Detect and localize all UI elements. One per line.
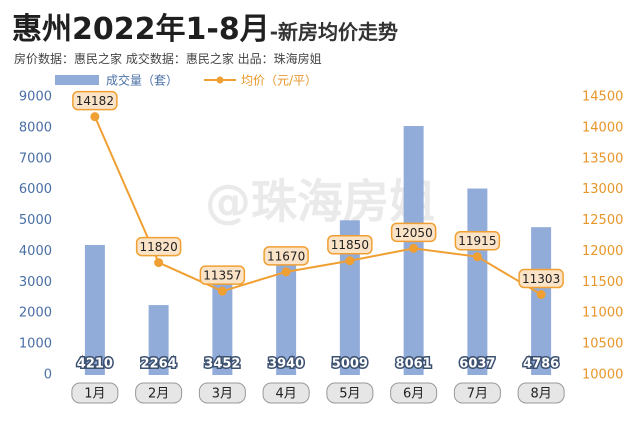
- line-value-label: 11357: [203, 269, 241, 283]
- category-box: [390, 382, 438, 404]
- line-value-box: [263, 246, 309, 266]
- chart-subtitle: -新房均价走势: [269, 20, 399, 44]
- line-value-box: [72, 90, 118, 111]
- bar: [212, 268, 233, 375]
- y2-tick-label: 13500: [582, 151, 623, 166]
- bar-value-label: 8061: [396, 357, 432, 372]
- line-value-label: 11303: [522, 272, 560, 286]
- bar-value-label: 4210: [77, 357, 113, 372]
- chart-title: 惠州2022年1-8月: [12, 12, 270, 47]
- line-point: [345, 256, 355, 266]
- y2-tick-label: 14500: [582, 90, 623, 105]
- category-box: [135, 382, 183, 404]
- line-point: [281, 267, 291, 277]
- bar-value-label: 3940: [268, 357, 304, 372]
- legend-label: 均价（元/平）: [241, 74, 317, 88]
- source-note: 房价数据：惠民之家 成交数据：惠民之家 出品：珠海房姐: [14, 52, 322, 66]
- y-tick-label: 4000: [19, 244, 52, 259]
- line-value-label: 12050: [395, 226, 433, 240]
- bar: [467, 188, 488, 375]
- y-tick-label: 1000: [19, 337, 52, 352]
- x-tick-label: 2月: [148, 387, 169, 402]
- y2-tick-label: 11500: [582, 275, 623, 290]
- legend-swatch: [55, 75, 99, 85]
- category-box: [262, 382, 310, 404]
- line-point: [90, 112, 100, 122]
- y2-tick-label: 14000: [582, 120, 623, 135]
- bar-value-label: 4786: [523, 357, 559, 372]
- y-tick-label: 6000: [19, 182, 52, 197]
- y2-tick-label: 13000: [582, 182, 623, 197]
- line-value-label: 11670: [267, 249, 305, 263]
- bar: [148, 305, 169, 375]
- y-tick-label: 2000: [19, 306, 52, 321]
- y-tick-label: 3000: [19, 275, 52, 290]
- y-tick-label: 9000: [19, 90, 52, 105]
- line-value-box: [327, 234, 373, 255]
- bar-value-label: 5009: [332, 357, 368, 372]
- x-tick-label: 7月: [467, 387, 488, 402]
- line-point: [217, 286, 227, 296]
- y2-tick-label: 11000: [582, 306, 623, 321]
- y-tick-label: 8000: [19, 120, 52, 135]
- watermark: @珠海房姐: [205, 175, 435, 229]
- x-tick-label: 4月: [275, 387, 296, 402]
- bar-value-label: 2264: [141, 357, 177, 372]
- legend-label: 成交量（套）: [106, 73, 178, 88]
- category-box: [517, 382, 565, 404]
- x-tick-label: 3月: [212, 387, 233, 402]
- category-box: [453, 382, 501, 404]
- line-value-box: [199, 265, 246, 285]
- y-tick-label: 7000: [19, 151, 52, 166]
- line-point: [472, 252, 482, 262]
- line-value-box: [518, 268, 564, 289]
- line-value-label: 11915: [458, 234, 496, 248]
- line-point: [154, 258, 164, 268]
- title-block: 惠州2022年1-8月-新房均价走势: [12, 4, 398, 48]
- bar: [276, 253, 297, 375]
- bar: [531, 227, 552, 375]
- line-value-label: 14182: [76, 94, 114, 108]
- category-box: [71, 382, 119, 404]
- x-tick-label: 1月: [84, 387, 105, 402]
- line-value-label: 11850: [331, 238, 369, 252]
- legend-swatch: [216, 76, 224, 84]
- bar: [84, 244, 105, 375]
- line: [93, 116, 542, 296]
- y2-tick-label: 12500: [582, 213, 623, 228]
- bar-value-label: 6037: [459, 357, 495, 372]
- y-tick-label: 0: [44, 368, 52, 383]
- x-tick-label: 5月: [339, 387, 360, 402]
- line-value-box: [390, 222, 437, 243]
- line-point: [536, 290, 546, 300]
- line-point: [409, 243, 419, 253]
- y2-tick-label: 12000: [582, 244, 623, 259]
- line-value-box: [135, 236, 182, 257]
- bar-value-label: 3452: [204, 357, 240, 372]
- line-value-box: [454, 230, 501, 251]
- y2-tick-label: 10000: [582, 368, 623, 383]
- x-tick-label: 8月: [530, 387, 551, 402]
- category-box: [326, 382, 374, 404]
- line-value-label: 11820: [140, 240, 178, 254]
- x-tick-label: 6月: [403, 387, 424, 402]
- y2-tick-label: 10500: [582, 337, 623, 352]
- category-box: [198, 382, 246, 404]
- y-tick-label: 5000: [19, 213, 52, 228]
